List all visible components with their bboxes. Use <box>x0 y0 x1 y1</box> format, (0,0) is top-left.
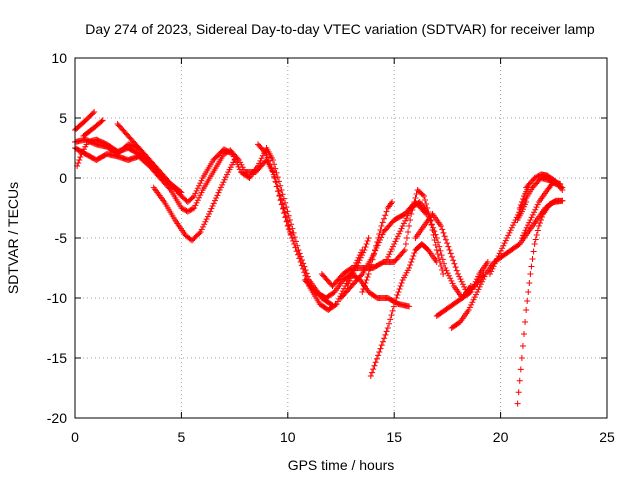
x-tick-label: 5 <box>178 429 186 445</box>
series-arc6 <box>114 121 185 199</box>
series-markers <box>74 136 336 309</box>
tick-labels: 0 5 10 15 20 25 10 5 0 -5 -10 -15 -20 <box>47 50 615 445</box>
series-arc16 <box>412 211 487 295</box>
series-markers <box>344 235 372 289</box>
x-axis-label: GPS time / hours <box>288 457 395 473</box>
series-markers <box>150 157 238 244</box>
x-tick-label: 25 <box>599 429 615 445</box>
series-markers <box>80 117 106 139</box>
series-arc17 <box>433 283 474 319</box>
series-arc24 <box>514 199 530 223</box>
series-markers <box>412 211 487 295</box>
series-arc14 <box>359 199 396 295</box>
x-tick-label: 10 <box>280 429 296 445</box>
series-markers <box>516 184 532 211</box>
axis-ticks <box>74 57 608 419</box>
series-arc8 <box>255 141 296 241</box>
x-tick-label: 15 <box>386 429 402 445</box>
series-arc5 <box>80 117 106 139</box>
y-tick-label: -20 <box>47 410 67 426</box>
series-markers <box>433 283 474 319</box>
series-arc12 <box>344 235 372 289</box>
y-tick-label: 5 <box>59 110 67 126</box>
series-arc18 <box>448 197 566 331</box>
series-markers <box>514 197 566 407</box>
y-axis-label: SDTVAR / TECUs <box>5 182 21 294</box>
y-tick-label: 0 <box>59 170 67 186</box>
series-arc7 <box>150 157 238 244</box>
grid-lines <box>75 58 607 418</box>
x-tick-label: 0 <box>71 429 79 445</box>
series-arc2 <box>74 136 336 309</box>
data-points <box>72 109 566 407</box>
series-arc22 <box>514 197 566 407</box>
series-arc23 <box>516 184 532 211</box>
chart-title: Day 274 of 2023, Sidereal Day-to-day VTE… <box>85 21 595 37</box>
series-markers <box>255 141 296 241</box>
series-markers <box>448 197 566 331</box>
y-tick-label: -5 <box>55 230 68 246</box>
series-arc1 <box>72 145 366 313</box>
x-tick-label: 20 <box>493 429 509 445</box>
series-markers <box>359 199 396 295</box>
y-tick-label: -15 <box>47 350 67 366</box>
series-markers <box>114 121 185 199</box>
series-markers <box>72 145 366 313</box>
series-markers <box>514 199 530 223</box>
y-tick-label: -10 <box>47 290 67 306</box>
series-markers <box>367 241 440 379</box>
y-tick-label: 10 <box>51 50 67 66</box>
series-arc13 <box>367 241 440 379</box>
